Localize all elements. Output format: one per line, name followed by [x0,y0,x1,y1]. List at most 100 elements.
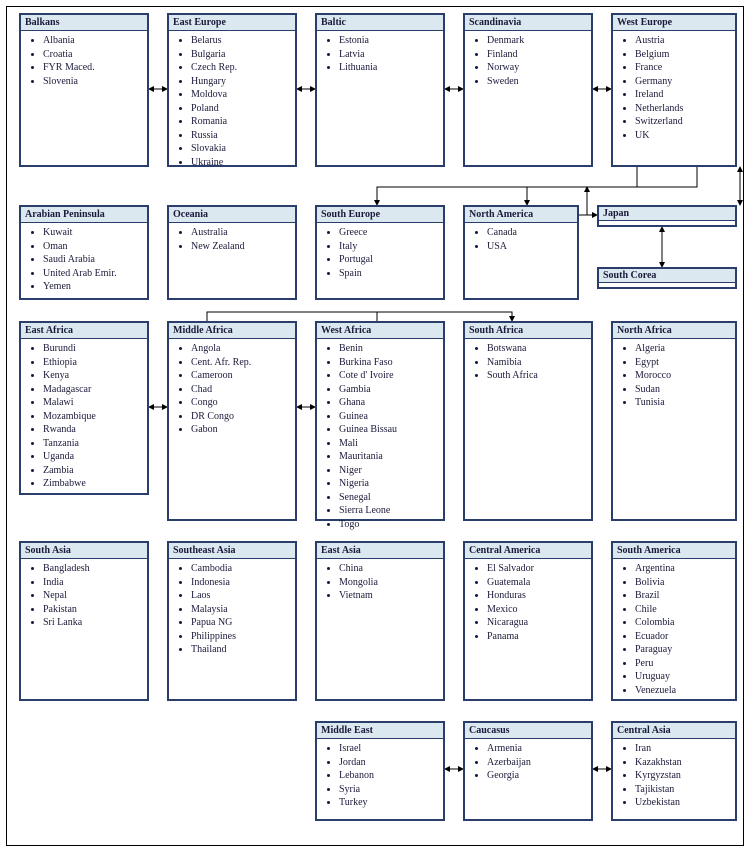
country-item: Congo [191,396,291,410]
country-item: France [635,61,731,75]
country-item: Tajikistan [635,783,731,797]
country-item: Chad [191,383,291,397]
region-title: Central America [465,543,591,559]
country-item: Sudan [635,383,731,397]
country-item: Pakistan [43,603,143,617]
country-item: Ethiopia [43,356,143,370]
country-item: Azerbaijan [487,756,587,770]
region-title: Baltic [317,15,443,31]
country-item: Croatia [43,48,143,62]
country-item: Mali [339,437,439,451]
country-item: Zambia [43,464,143,478]
country-item: Norway [487,61,587,75]
region-title: Central Asia [613,723,735,739]
region-country-list: AngolaCent. Afr. Rep.CameroonChadCongoDR… [169,339,295,440]
country-item: UK [635,129,731,143]
region-box-south-africa: South AfricaBotswanaNamibiaSouth Africa [463,321,593,521]
country-item: India [43,576,143,590]
region-title: Japan [599,207,735,221]
country-item: Cambodia [191,562,291,576]
country-item: Syria [339,783,439,797]
country-item: Uganda [43,450,143,464]
region-country-list: IsraelJordanLebanonSyriaTurkey [317,739,443,813]
region-box-baltic: BalticEstoniaLatviaLithuania [315,13,445,167]
country-item: Spain [339,267,439,281]
country-item: Tanzania [43,437,143,451]
country-item: Argentina [635,562,731,576]
country-item: Togo [339,518,439,532]
region-box-balkans: BalkansAlbaniaCroatiaFYR Maced.Slovenia [19,13,149,167]
country-item: Armenia [487,742,587,756]
country-item: Botswana [487,342,587,356]
region-country-list: BangladeshIndiaNepalPakistanSri Lanka [21,559,147,633]
country-item: Mauritania [339,450,439,464]
country-item: Latvia [339,48,439,62]
country-item: New Zealand [191,240,291,254]
region-country-list: AlgeriaEgyptMoroccoSudanTunisia [613,339,735,413]
region-country-list: EstoniaLatviaLithuania [317,31,443,78]
region-box-central-america: Central AmericaEl SalvadorGuatemalaHondu… [463,541,593,701]
country-item: Niger [339,464,439,478]
region-box-middle-east: Middle EastIsraelJordanLebanonSyriaTurke… [315,721,445,821]
country-item: Morocco [635,369,731,383]
country-item: Burundi [43,342,143,356]
country-item: Nepal [43,589,143,603]
country-item: Malawi [43,396,143,410]
country-item: Israel [339,742,439,756]
country-item: Netherlands [635,102,731,116]
region-title: South Asia [21,543,147,559]
country-item: Chile [635,603,731,617]
region-title: East Africa [21,323,147,339]
region-box-north-america: North AmericaCanadaUSA [463,205,579,300]
country-item: Sierra Leone [339,504,439,518]
country-item: South Africa [487,369,587,383]
country-item: Cent. Afr. Rep. [191,356,291,370]
country-item: Switzerland [635,115,731,129]
region-box-japan: Japan [597,205,737,227]
country-item: Guinea Bissau [339,423,439,437]
country-item: Senegal [339,491,439,505]
region-country-list: BotswanaNamibiaSouth Africa [465,339,591,386]
country-item: Vietnam [339,589,439,603]
region-title: West Europe [613,15,735,31]
country-item: USA [487,240,573,254]
diagram-frame: BalkansAlbaniaCroatiaFYR Maced.Slovenia E… [6,6,744,846]
country-item: Oman [43,240,143,254]
country-item: Burkina Faso [339,356,439,370]
country-item: Italy [339,240,439,254]
region-title: South Africa [465,323,591,339]
country-item: Kuwait [43,226,143,240]
country-item: Thailand [191,643,291,657]
region-country-list: ArmeniaAzerbaijanGeorgia [465,739,591,786]
country-item: Algeria [635,342,731,356]
country-item: Belgium [635,48,731,62]
country-item: Russia [191,129,291,143]
country-item: Philippines [191,630,291,644]
country-item: Greece [339,226,439,240]
country-item: El Salvador [487,562,587,576]
region-title: West Africa [317,323,443,339]
country-item: Mexico [487,603,587,617]
country-item: Cote d' Ivoire [339,369,439,383]
country-item: Benin [339,342,439,356]
region-country-list: DenmarkFinlandNorwaySweden [465,31,591,91]
region-country-list: BurundiEthiopiaKenyaMadagascarMalawiMoza… [21,339,147,494]
region-country-list: CambodiaIndonesiaLaosMalaysiaPapua NGPhi… [169,559,295,660]
country-item: Lithuania [339,61,439,75]
country-item: Indonesia [191,576,291,590]
region-country-list: BelarusBulgariaCzech Rep.HungaryMoldovaP… [169,31,295,172]
region-box-south-america: South AmericaArgentinaBoliviaBrazilChile… [611,541,737,701]
country-item: Iran [635,742,731,756]
country-item: Venezuela [635,684,731,698]
region-title: Middle East [317,723,443,739]
country-item: Laos [191,589,291,603]
country-item: Angola [191,342,291,356]
country-item: Bulgaria [191,48,291,62]
country-item: Peru [635,657,731,671]
country-item: Honduras [487,589,587,603]
country-item: Paraguay [635,643,731,657]
country-item: Belarus [191,34,291,48]
country-item: Egypt [635,356,731,370]
country-item: Poland [191,102,291,116]
region-title: Balkans [21,15,147,31]
